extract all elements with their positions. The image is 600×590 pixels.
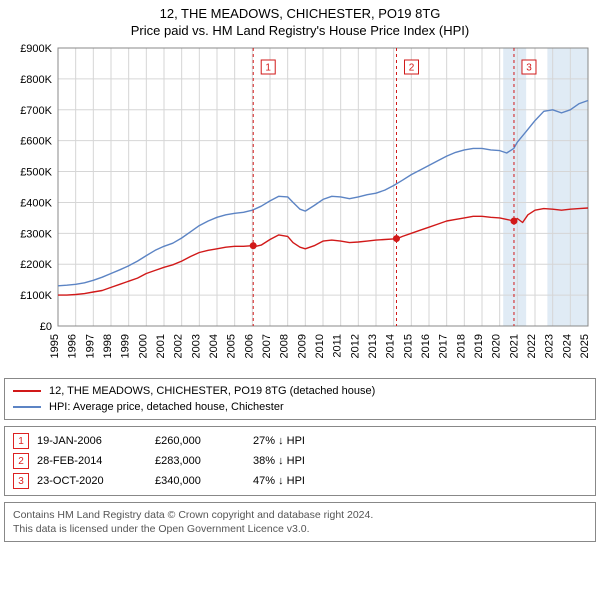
svg-text:1: 1 [265,63,271,74]
chart-title-line1: 12, THE MEADOWS, CHICHESTER, PO19 8TG [0,6,600,21]
svg-text:2: 2 [409,63,415,74]
footer-line1: Contains HM Land Registry data © Crown c… [13,508,587,522]
marker-badge: 3 [13,473,29,489]
svg-text:2011: 2011 [332,334,344,358]
svg-text:£800K: £800K [20,74,52,86]
svg-text:2010: 2010 [314,334,326,358]
marker-price: £340,000 [155,475,245,487]
chart-svg: £0 £100K £200K £300K £400K £500K £600K £700K £80… [4,42,596,372]
svg-text:1996: 1996 [67,334,79,358]
svg-text:2013: 2013 [367,334,379,358]
legend-swatch [13,406,41,408]
marker-pct: 47% ↓ HPI [253,475,343,487]
legend-swatch [13,390,41,392]
legend-label: HPI: Average price, detached house, Chic… [49,401,284,413]
marker-badge: 1 [13,433,29,449]
legend-item: 12, THE MEADOWS, CHICHESTER, PO19 8TG (d… [13,383,587,399]
svg-text:2006: 2006 [243,334,255,358]
svg-text:£900K: £900K [20,43,52,55]
svg-text:2008: 2008 [279,334,291,358]
svg-text:2001: 2001 [155,334,167,358]
marker-date: 19-JAN-2006 [37,435,147,447]
marker-price: £260,000 [155,435,245,447]
legend-label: 12, THE MEADOWS, CHICHESTER, PO19 8TG (d… [49,385,375,397]
svg-text:2009: 2009 [296,334,308,358]
attribution-footer: Contains HM Land Registry data © Crown c… [4,502,596,542]
svg-text:£400K: £400K [20,197,52,209]
svg-text:2024: 2024 [561,334,573,358]
svg-text:£600K: £600K [20,136,52,148]
svg-text:£0: £0 [40,321,52,333]
marker-date: 28-FEB-2014 [37,455,147,467]
svg-text:2019: 2019 [473,334,485,358]
svg-text:2015: 2015 [402,334,414,358]
svg-text:2017: 2017 [438,334,450,358]
svg-text:2002: 2002 [173,334,185,358]
legend-box: 12, THE MEADOWS, CHICHESTER, PO19 8TG (d… [4,378,596,420]
marker-row: 3 23-OCT-2020 £340,000 47% ↓ HPI [13,471,587,491]
marker-price: £283,000 [155,455,245,467]
svg-text:1999: 1999 [120,334,132,358]
svg-text:2018: 2018 [455,334,467,358]
marker-date: 23-OCT-2020 [37,475,147,487]
svg-text:2021: 2021 [508,334,520,358]
svg-text:£300K: £300K [20,228,52,240]
chart-title-line2: Price paid vs. HM Land Registry's House … [0,23,600,38]
svg-text:1995: 1995 [49,334,61,358]
svg-text:2014: 2014 [385,334,397,358]
svg-text:2025: 2025 [579,334,591,358]
svg-text:2016: 2016 [420,334,432,358]
marker-pct: 27% ↓ HPI [253,435,343,447]
footer-line2: This data is licensed under the Open Gov… [13,522,587,536]
svg-text:2007: 2007 [261,334,273,358]
legend-item: HPI: Average price, detached house, Chic… [13,399,587,415]
price-chart: £0 £100K £200K £300K £400K £500K £600K £700K £80… [4,42,596,372]
svg-text:£700K: £700K [20,105,52,117]
svg-text:2000: 2000 [137,334,149,358]
svg-text:2020: 2020 [491,334,503,358]
svg-text:£500K: £500K [20,167,52,179]
svg-text:2022: 2022 [526,334,538,358]
svg-text:£100K: £100K [20,290,52,302]
marker-row: 2 28-FEB-2014 £283,000 38% ↓ HPI [13,451,587,471]
svg-text:2004: 2004 [208,334,220,358]
svg-text:2003: 2003 [190,334,202,358]
svg-text:1998: 1998 [102,334,114,358]
svg-text:2005: 2005 [226,334,238,358]
marker-badge: 2 [13,453,29,469]
svg-text:3: 3 [526,63,532,74]
chart-title-block: 12, THE MEADOWS, CHICHESTER, PO19 8TG Pr… [0,0,600,42]
markers-table: 1 19-JAN-2006 £260,000 27% ↓ HPI 2 28-FEB-201… [4,426,596,496]
svg-text:1997: 1997 [84,334,96,358]
marker-row: 1 19-JAN-2006 £260,000 27% ↓ HPI [13,431,587,451]
svg-text:2012: 2012 [349,334,361,358]
svg-text:£200K: £200K [20,259,52,271]
svg-text:2023: 2023 [544,334,556,358]
marker-pct: 38% ↓ HPI [253,455,343,467]
